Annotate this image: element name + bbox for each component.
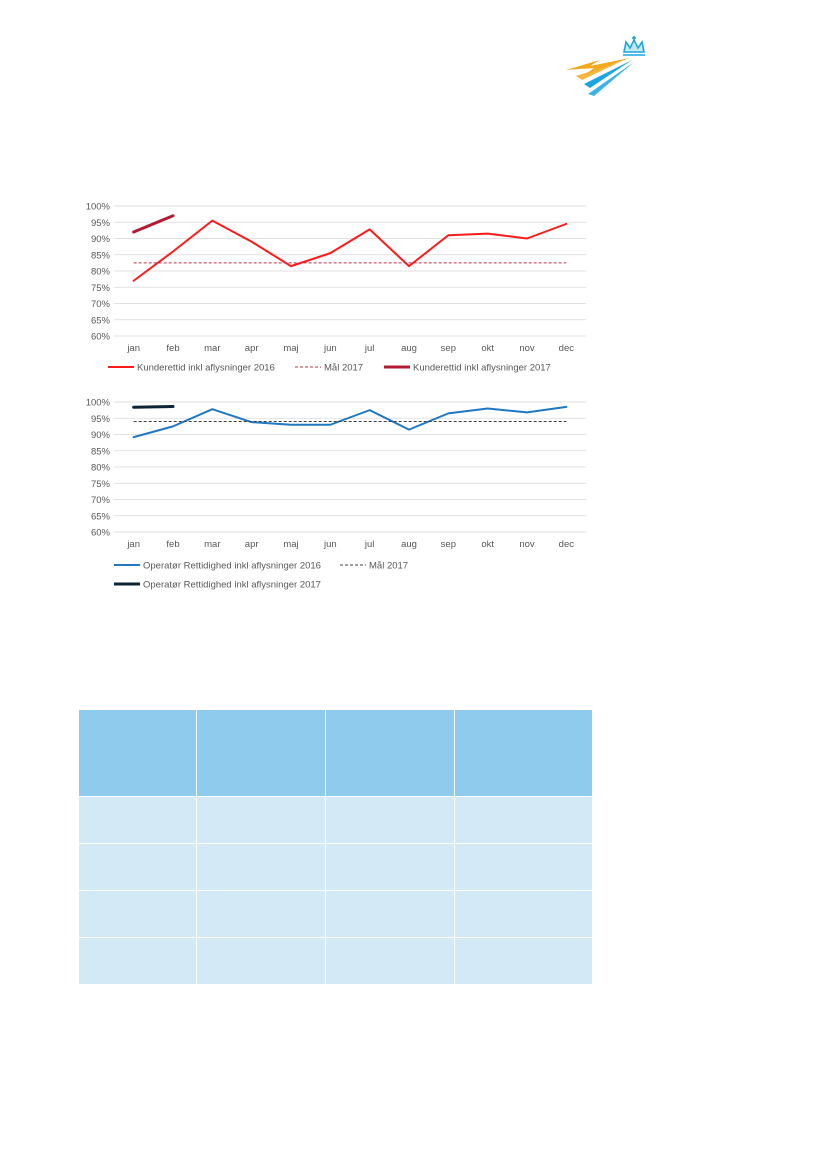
table-header-cell xyxy=(79,710,197,797)
table-cell xyxy=(325,843,455,891)
chart-operator-punctuality: 60% 65% 70% 75% 80% 85% 90% 95% 100% jan feb mar apr… xyxy=(70,392,600,596)
table-cell xyxy=(196,890,326,938)
x-tick-label: mar xyxy=(204,343,220,354)
x-tick-label: sep xyxy=(441,539,456,550)
y-tick-label: 65% xyxy=(91,315,111,326)
table-cell xyxy=(454,890,593,938)
x-tick-label: aug xyxy=(401,343,417,354)
y-tick-label: 100% xyxy=(86,202,111,213)
table-row xyxy=(79,843,593,891)
y-tick-label: 85% xyxy=(91,250,111,261)
table-cell xyxy=(454,796,593,844)
x-tick-label: jan xyxy=(126,343,140,354)
x-tick-label: jul xyxy=(364,539,375,550)
table-row xyxy=(79,890,593,938)
y-tick-label: 100% xyxy=(86,398,111,409)
x-tick-label: okt xyxy=(481,539,494,550)
y-tick-label: 80% xyxy=(91,463,111,474)
y-tick-label: 95% xyxy=(91,414,111,425)
x-tick-label: jul xyxy=(364,343,375,354)
x-tick-label: maj xyxy=(283,343,298,354)
legend-label: Kunderettid inkl aflysninger 2017 xyxy=(413,363,551,374)
x-tick-label: nov xyxy=(519,539,535,550)
y-tick-label: 60% xyxy=(91,332,111,343)
y-tick-label: 65% xyxy=(91,511,111,522)
x-tick-label: sep xyxy=(441,343,456,354)
crown-arrows-logo-icon xyxy=(566,36,645,96)
y-tick-label: 85% xyxy=(91,446,111,457)
y-tick-label: 60% xyxy=(91,528,111,539)
y-tick-label: 75% xyxy=(91,479,111,490)
x-tick-label: apr xyxy=(245,343,259,354)
table-cell xyxy=(79,937,197,984)
table-header-cell xyxy=(454,710,593,797)
chart-customer-punctuality: 60% 65% 70% 75% 80% 85% 90% 95% 100% jan feb mar apr… xyxy=(70,196,600,378)
table-header-row xyxy=(79,710,593,797)
table-cell xyxy=(196,796,326,844)
x-tick-label: apr xyxy=(245,539,259,550)
x-tick-label: feb xyxy=(166,343,179,354)
x-tick-label: maj xyxy=(283,539,298,550)
table-row xyxy=(79,937,593,984)
y-tick-label: 75% xyxy=(91,283,111,294)
x-tick-label: mar xyxy=(204,539,220,550)
x-tick-label: okt xyxy=(481,343,494,354)
series-line xyxy=(132,405,175,409)
table-header-cell xyxy=(325,710,455,797)
y-tick-label: 80% xyxy=(91,267,111,278)
y-tick-label: 70% xyxy=(91,299,111,310)
series-line xyxy=(132,214,175,234)
legend-label: Operatør Rettidighed inkl aflysninger 20… xyxy=(143,580,321,591)
legend-label: Mål 2017 xyxy=(324,363,363,374)
legend-label: Operatør Rettidighed inkl aflysninger 20… xyxy=(143,561,321,572)
table-cell xyxy=(196,843,326,891)
logo xyxy=(560,36,650,98)
x-tick-label: jun xyxy=(323,343,337,354)
x-tick-label: dec xyxy=(559,539,575,550)
table-row xyxy=(79,796,593,844)
table-cell xyxy=(79,796,197,844)
data-table xyxy=(79,710,593,984)
series-line xyxy=(132,405,568,439)
x-tick-label: jan xyxy=(126,539,140,550)
chart-svg: 60% 65% 70% 75% 80% 85% 90% 95% 100% jan feb mar apr… xyxy=(86,398,586,591)
y-tick-label: 70% xyxy=(91,495,111,506)
table-cell xyxy=(454,937,593,984)
table-cell xyxy=(79,890,197,938)
table-header-cell xyxy=(196,710,326,797)
legend-label: Mål 2017 xyxy=(369,561,408,572)
chart-svg: 60% 65% 70% 75% 80% 85% 90% 95% 100% jan feb mar apr… xyxy=(86,202,586,374)
y-tick-label: 95% xyxy=(91,218,111,229)
table-cell xyxy=(454,843,593,891)
y-tick-label: 90% xyxy=(91,430,111,441)
table-cell xyxy=(79,843,197,891)
table-cell xyxy=(196,937,326,984)
x-tick-label: nov xyxy=(519,343,535,354)
legend-label: Kunderettid inkl aflysninger 2016 xyxy=(137,363,275,374)
table-cell xyxy=(325,796,455,844)
series-line xyxy=(132,219,568,282)
x-tick-label: aug xyxy=(401,539,417,550)
y-tick-label: 90% xyxy=(91,234,111,245)
x-tick-label: feb xyxy=(166,539,179,550)
x-tick-label: jun xyxy=(323,539,337,550)
x-tick-label: dec xyxy=(559,343,575,354)
table-cell xyxy=(325,890,455,938)
table-cell xyxy=(325,937,455,984)
